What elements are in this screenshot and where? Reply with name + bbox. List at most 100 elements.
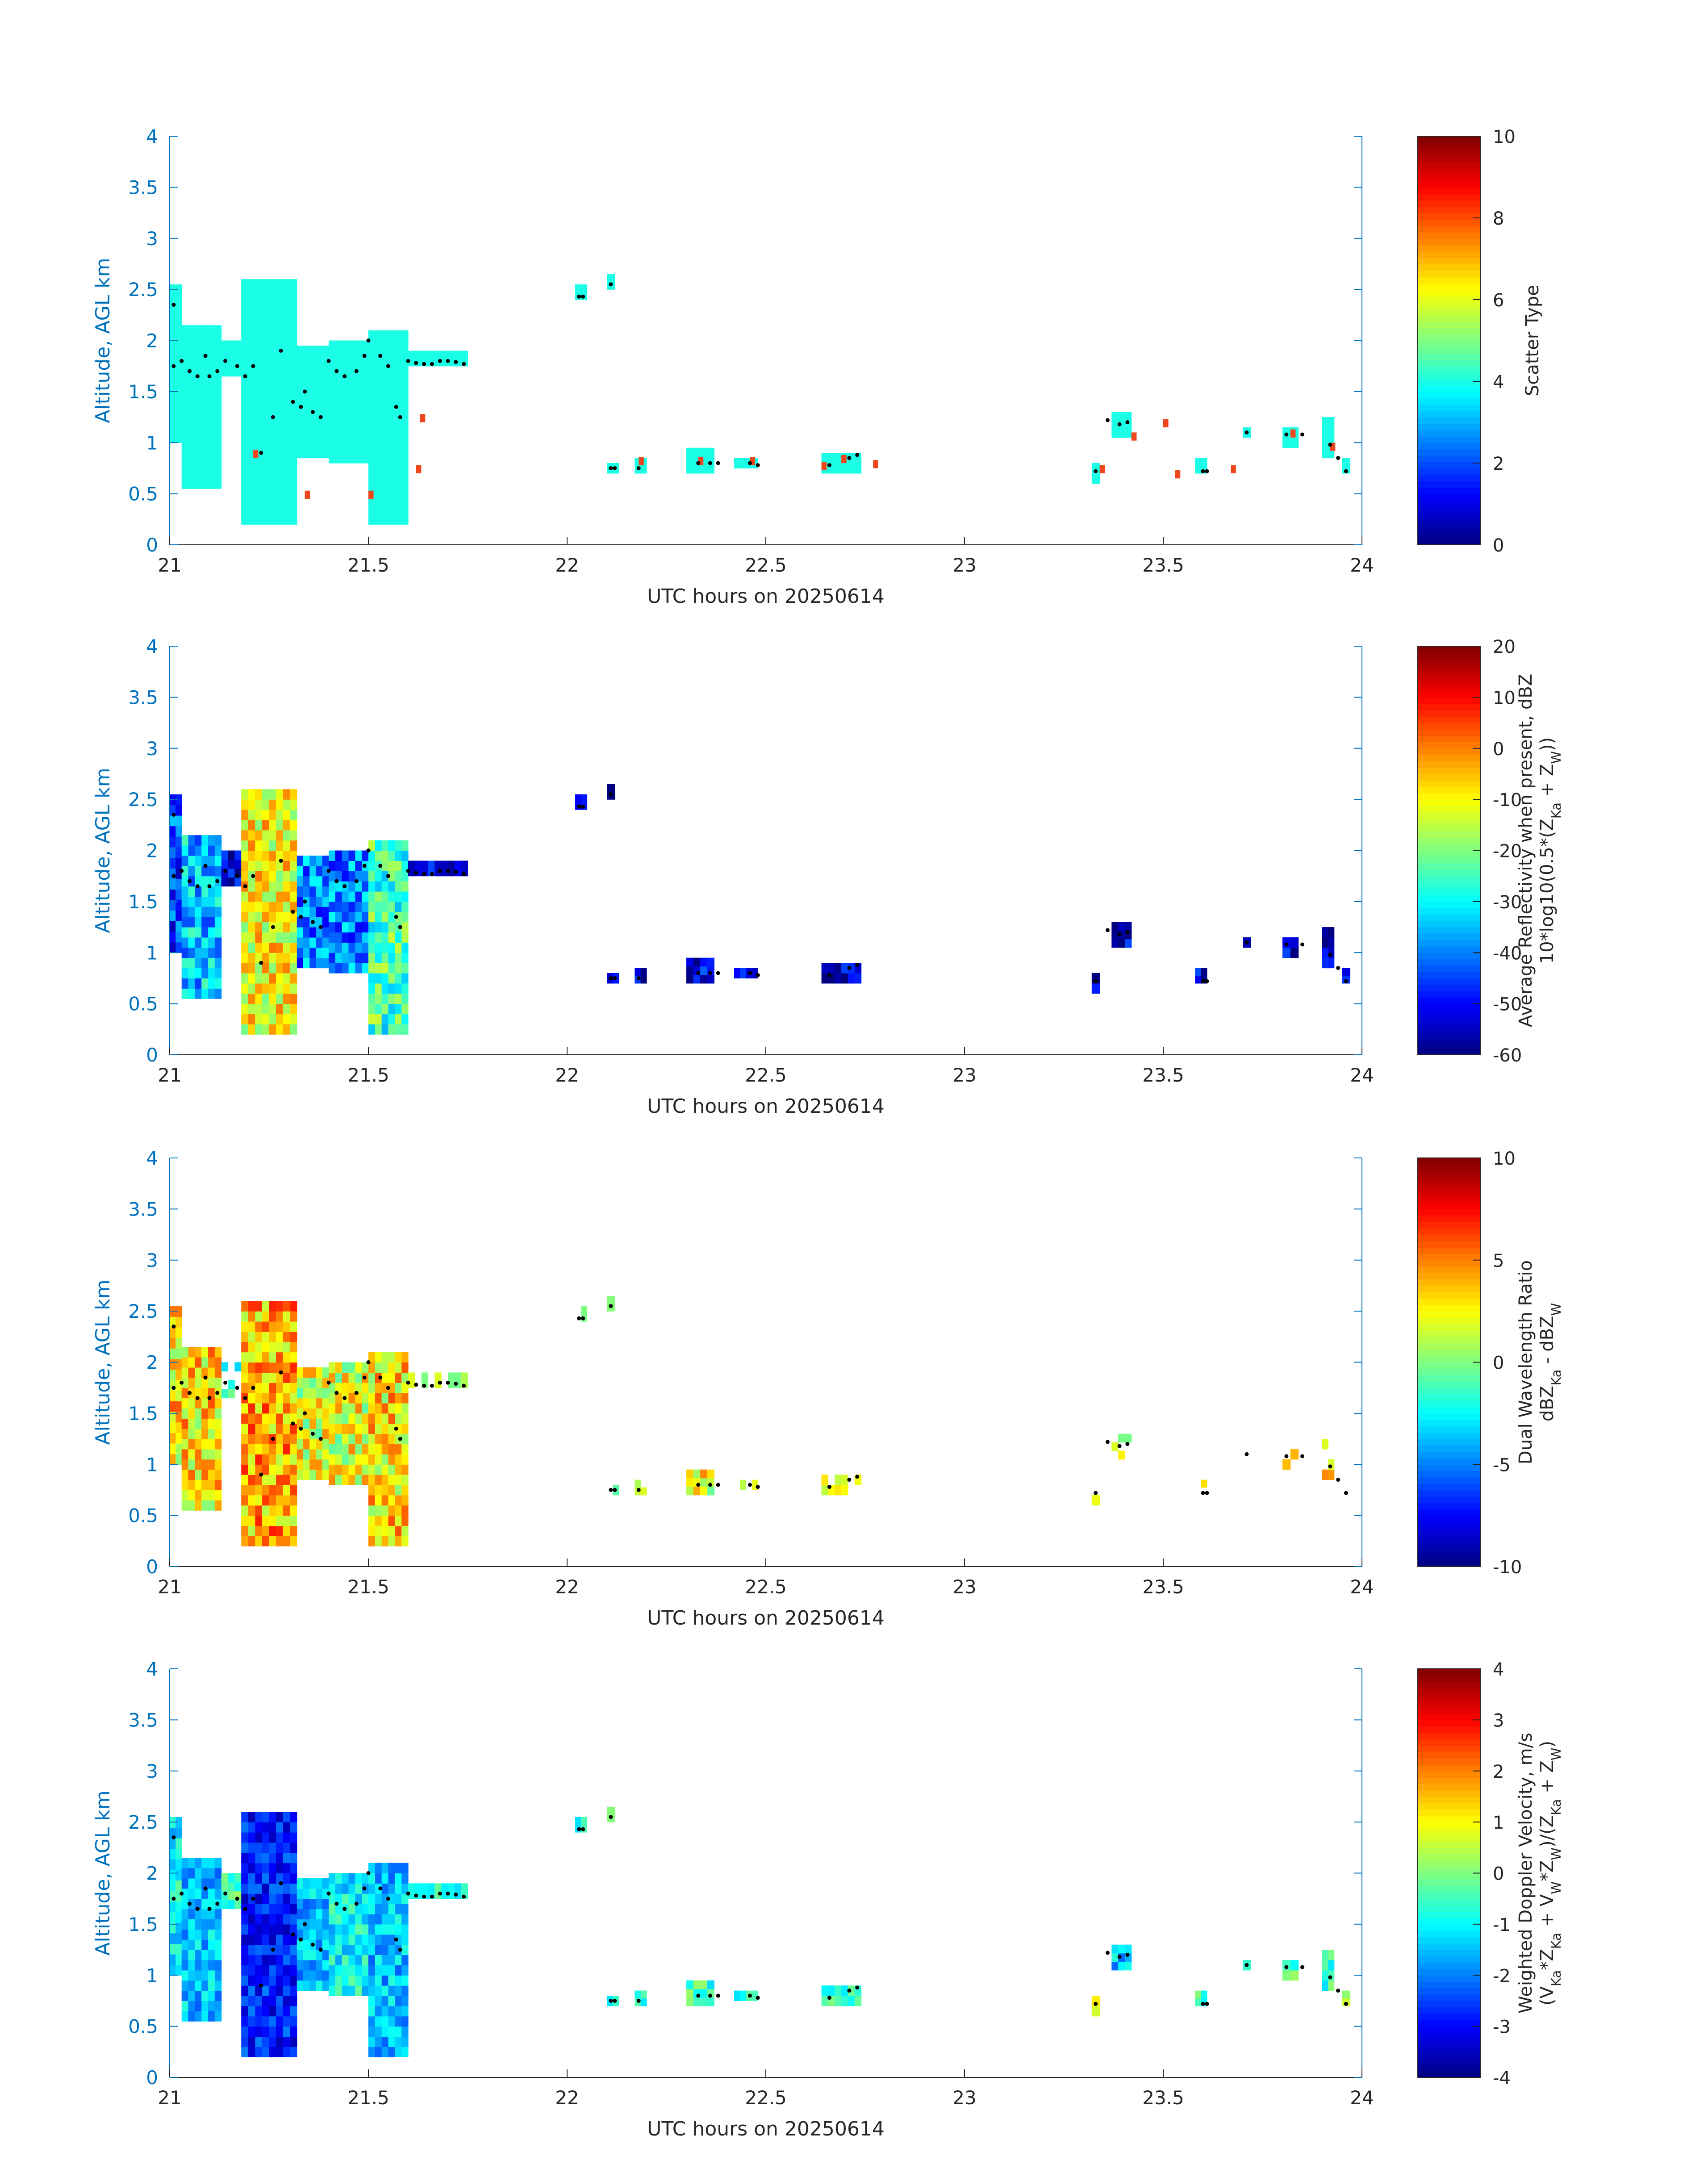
heatmap-cell [262,871,270,882]
heatmap-cell [381,1525,389,1536]
heatmap-cell [335,412,342,423]
heatmap-cell [355,453,362,464]
heatmap-cell [208,366,215,377]
heatmap-cell [381,1505,389,1516]
heatmap-cell [276,1525,284,1536]
data-point [438,1891,442,1896]
data-point [271,925,275,929]
heatmap-cell [283,1362,290,1373]
heatmap-cell [255,300,263,310]
colorbar-tick-label: 2 [1493,454,1504,474]
heatmap-cell [181,355,189,367]
data-point [1336,456,1341,460]
heatmap-cell [248,1842,255,1853]
heatmap-cell [342,1975,349,1986]
heatmap-cell [248,1822,255,1833]
data-point [613,466,617,470]
heatmap-cell [201,1858,209,1868]
heatmap-cell [290,1383,297,1393]
data-point [171,1897,176,1901]
heatmap-cell [195,835,202,846]
heatmap-cell [248,340,255,351]
heatmap-cell [395,2006,402,2017]
heatmap-cell [195,1950,202,1960]
heatmap-cell [248,371,255,382]
heatmap-cell [381,1934,389,1945]
heatmap-cell [241,493,249,505]
heatmap-cell [241,922,249,933]
heatmap-cell [454,351,462,367]
heatmap-cell [835,963,842,974]
heatmap-cell [195,917,202,928]
colorbar-segment [1418,1432,1480,1439]
heatmap-cell [255,850,263,861]
colorbar-segment [1418,1356,1480,1363]
x-tick-label: 21 [158,2087,181,2109]
heatmap-cell [388,1934,395,1945]
colorbar-frame [1417,136,1481,545]
heatmap-cell [208,1479,215,1491]
heatmap-cell [290,1464,297,1475]
heatmap-cell [329,922,336,933]
heatmap-cell [296,345,304,356]
heatmap-cell [181,366,189,377]
heatmap-cell [290,1822,297,1833]
heatmap-cell [381,871,389,882]
heatmap-cell [195,355,202,367]
heatmap-cell [269,1362,276,1373]
data-point [581,294,585,299]
heatmap-cell [234,877,242,887]
heatmap-cell [290,799,297,810]
heatmap-cell [335,371,342,382]
heatmap-cell [441,351,448,367]
heatmap-cell [348,1413,355,1424]
heatmap-cell [322,1377,329,1388]
heatmap-cell [296,1429,304,1439]
heatmap-cell [316,345,323,356]
heatmap-cell [342,901,349,912]
heatmap-cell [269,2016,276,2027]
heatmap-cell [335,351,342,361]
heatmap-cell [316,1429,323,1439]
heatmap-cell [290,1331,297,1342]
heatmap-cell [181,968,189,979]
heatmap-cell [248,1311,255,1322]
heatmap-cell [188,1898,195,1910]
heatmap-cell [322,1919,329,1930]
heatmap-cell [208,1500,215,1511]
heatmap-cell [276,1536,284,1546]
heatmap-cell [181,1398,189,1409]
heatmap-cell [276,279,284,290]
heatmap-cell [355,850,362,861]
data-point [406,869,410,873]
heatmap-cell [368,850,376,861]
colorbar-segment [1418,513,1480,520]
colorbar-segment [1418,991,1480,998]
data-point [334,1901,339,1906]
heatmap-cell [170,815,176,827]
heatmap-cell [181,1878,189,1889]
heatmap-cell [395,953,402,963]
heatmap-cell [322,1408,329,1419]
data-point [1117,932,1122,936]
heatmap-cell [388,473,395,484]
heatmap-cell [255,830,263,841]
colorbar-segment [1418,1266,1480,1274]
heatmap-cell [214,325,222,336]
data-point [581,804,585,809]
heatmap-cell [248,1464,255,1475]
heatmap-cell [201,1408,209,1419]
heatmap-cell [290,422,297,433]
y-tick-label: 1 [146,1454,158,1475]
colorbar-segment [1418,404,1480,411]
heatmap-cell [248,1985,255,1996]
heatmap-cell [316,917,323,928]
heatmap-cell [290,330,297,341]
colorbar-label: dBZKa - dBZW [1537,1303,1564,1421]
heatmap-cell [208,355,215,367]
heatmap-cell [290,1832,297,1843]
heatmap-cell [214,968,222,979]
colorbar-segment [1418,1254,1480,1261]
heatmap-cell [375,1383,382,1393]
colorbar-tick-label: -40 [1493,943,1522,964]
